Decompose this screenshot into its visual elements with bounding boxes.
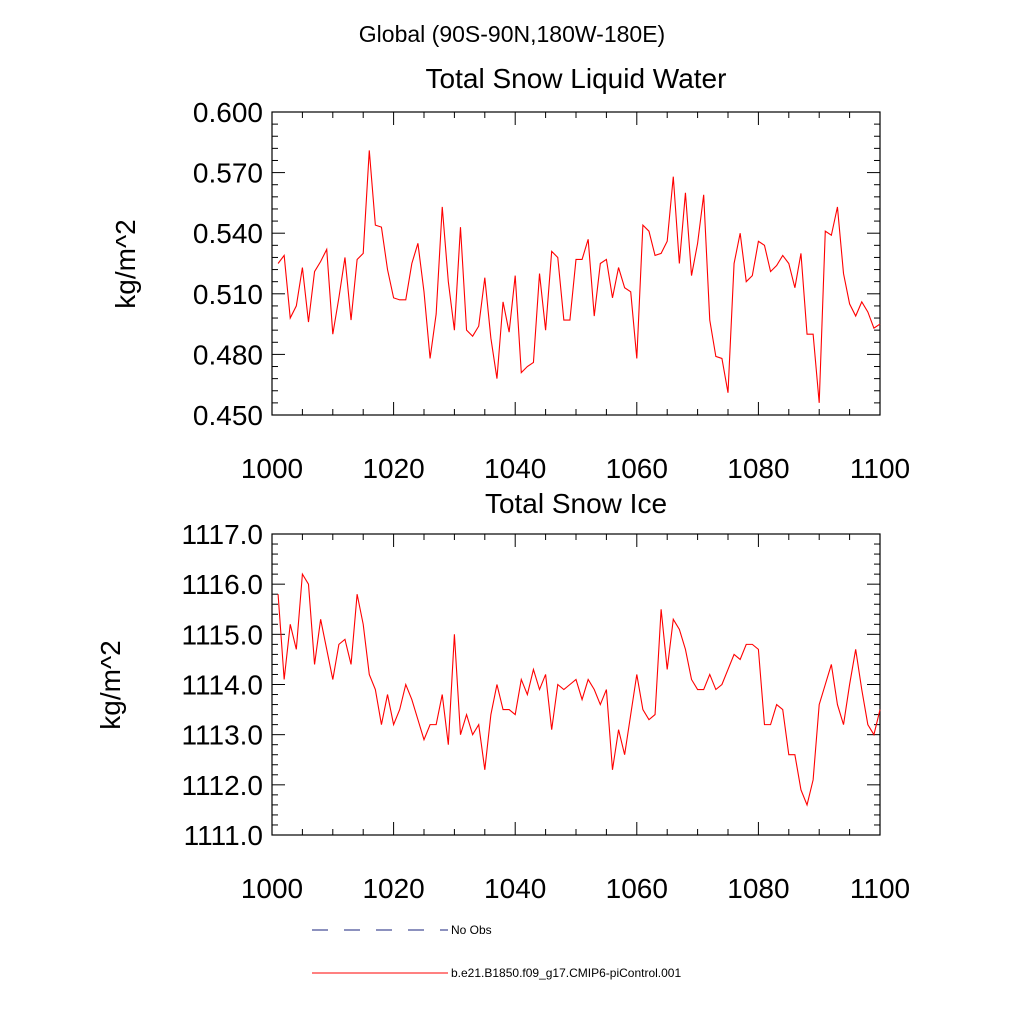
y-tick-label: 0.480 <box>193 339 263 370</box>
legend-model-label: b.e21.B1850.f09_g17.CMIP6-piControl.001 <box>451 966 681 980</box>
y-tick-label: 0.600 <box>193 97 263 128</box>
x-tick-label: 1040 <box>484 453 546 484</box>
panel-snow-liquid-water: Total Snow Liquid Water 1000 1020 1040 1060… <box>110 63 910 484</box>
panel-snow-ice: Total Snow Ice 1000 1020 1040 1060 1080 1100 … <box>95 488 910 904</box>
figure-suptitle: Global (90S-90N,180W-180E) <box>359 21 665 47</box>
x-tick-labels: 1000 1020 1040 1060 1080 1100 <box>241 873 910 904</box>
y-tick-label: 1111.0 <box>184 820 263 851</box>
y-tick-label: 0.570 <box>193 158 263 189</box>
panel-title: Total Snow Liquid Water <box>426 63 727 94</box>
y-tick-label: 0.510 <box>193 279 263 310</box>
x-tick-label: 1000 <box>241 453 303 484</box>
y-axis-label: kg/m^2 <box>110 219 141 308</box>
panel-title: Total Snow Ice <box>485 488 667 519</box>
series-group <box>277 572 881 807</box>
x-tick-label: 1060 <box>606 453 668 484</box>
x-tick-label: 1100 <box>850 453 910 484</box>
y-tick-label: 1117.0 <box>182 519 263 550</box>
y-tick-label: 0.540 <box>193 218 263 249</box>
x-tick-labels: 1000 1020 1040 1060 1080 1100 <box>241 453 910 484</box>
y-tick-label: 1113.0 <box>182 720 263 751</box>
y-tick-label: 1115.0 <box>182 619 263 650</box>
series-group <box>277 150 881 403</box>
y-tick-label: 1114.0 <box>182 670 263 701</box>
y-tick-labels: 1111.0 1112.0 1113.0 1114.0 1115.0 1116.0 1117… <box>182 519 263 851</box>
legend: No Obs b.e21.B1850.f09_g17.CMIP6-piContr… <box>312 923 681 980</box>
x-tick-label: 1060 <box>606 873 668 904</box>
tick-group <box>271 111 881 416</box>
y-tick-label: 0.450 <box>193 400 263 431</box>
y-tick-labels: 0.450 0.480 0.510 0.540 0.570 0.600 <box>193 97 263 431</box>
legend-no-obs-label: No Obs <box>451 923 492 937</box>
x-tick-label: 1020 <box>362 873 424 904</box>
x-tick-label: 1080 <box>727 873 789 904</box>
x-tick-label: 1080 <box>727 453 789 484</box>
plot-frame <box>271 533 881 836</box>
x-tick-label: 1020 <box>362 453 424 484</box>
series-line <box>277 572 881 807</box>
series-line <box>277 150 881 403</box>
tick-group <box>271 533 881 836</box>
x-tick-label: 1000 <box>241 873 303 904</box>
y-tick-label: 1112.0 <box>182 770 263 801</box>
y-axis-label: kg/m^2 <box>95 640 126 729</box>
x-tick-label: 1100 <box>850 873 910 904</box>
y-tick-label: 1116.0 <box>182 569 263 600</box>
x-tick-label: 1040 <box>484 873 546 904</box>
